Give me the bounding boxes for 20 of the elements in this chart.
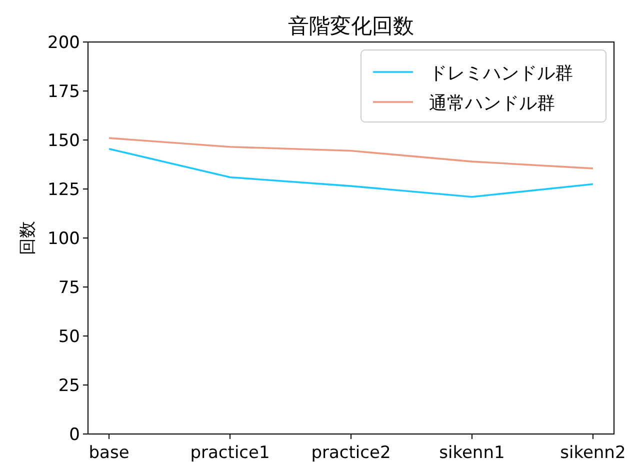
y-tick-label: 75 [58, 278, 80, 298]
x-tick-label: sikenn2 [560, 443, 626, 462]
x-tick-label: practice2 [311, 443, 391, 462]
y-axis-title: 回数 [18, 221, 38, 255]
y-tick-label: 25 [58, 376, 80, 396]
y-tick-label: 125 [48, 180, 80, 200]
legend-label: ドレミハンドル群 [429, 63, 573, 84]
legend-label: 通常ハンドル群 [429, 93, 555, 114]
chart-title: 音階変化回数 [288, 14, 414, 38]
y-tick-label: 100 [48, 229, 80, 249]
line-series [108, 137, 594, 170]
y-tick-label: 150 [48, 131, 80, 151]
y-tick-label: 200 [48, 33, 80, 53]
x-tick-label: practice1 [190, 443, 270, 462]
y-tick-label: 50 [58, 327, 80, 347]
y-tick-label: 175 [48, 82, 80, 102]
y-tick-label: 0 [69, 425, 80, 445]
line-series [108, 148, 594, 198]
x-tick-label: sikenn1 [439, 443, 505, 462]
x-tick-label: base [88, 443, 130, 462]
